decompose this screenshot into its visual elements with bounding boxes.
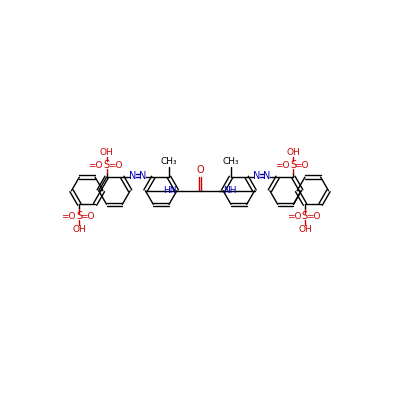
- Text: S: S: [104, 160, 110, 170]
- Text: HN: HN: [163, 186, 177, 195]
- Text: NH: NH: [223, 186, 237, 195]
- Text: S: S: [302, 211, 308, 221]
- Text: OH: OH: [286, 148, 300, 157]
- Text: =O: =O: [61, 212, 76, 221]
- Text: S: S: [290, 160, 296, 170]
- Text: =O: =O: [306, 212, 320, 221]
- Text: S: S: [76, 211, 82, 221]
- Text: O: O: [196, 166, 204, 175]
- Text: CH₃: CH₃: [223, 157, 239, 166]
- Text: CH₃: CH₃: [161, 157, 177, 166]
- Text: N: N: [263, 171, 271, 181]
- Text: N: N: [140, 171, 147, 181]
- Text: OH: OH: [298, 225, 312, 234]
- Text: =O: =O: [286, 212, 301, 221]
- Text: =O: =O: [80, 212, 95, 221]
- Text: N: N: [253, 171, 260, 181]
- Text: =O: =O: [88, 161, 103, 170]
- Text: OH: OH: [100, 148, 114, 157]
- Text: OH: OH: [72, 225, 86, 234]
- Text: N: N: [129, 171, 137, 181]
- Text: =O: =O: [275, 161, 290, 170]
- Text: =O: =O: [108, 161, 122, 170]
- Text: =O: =O: [294, 161, 309, 170]
